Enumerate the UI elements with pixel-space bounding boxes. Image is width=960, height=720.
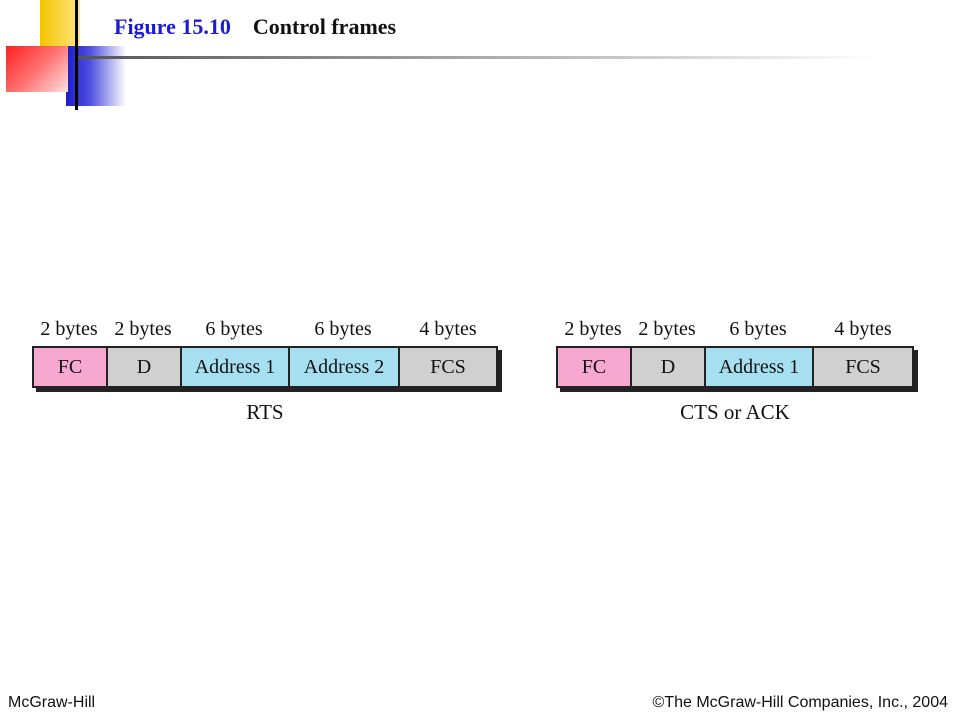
- figure-title: Control frames: [252, 14, 397, 39]
- fcs-field: FCS: [400, 348, 496, 386]
- byte-size-label: 2 bytes: [564, 318, 622, 340]
- byte-size-label: 4 bytes: [419, 318, 477, 340]
- byte-size-label: 2 bytes: [638, 318, 696, 340]
- decor-yellow-square: [40, 0, 80, 48]
- fcs-field: FCS: [814, 348, 912, 386]
- fc-field: FC: [34, 348, 108, 386]
- footer-publisher: McGraw-Hill: [8, 694, 96, 711]
- address-1-field: Address 1: [182, 348, 290, 386]
- address-2-field: Address 2: [290, 348, 400, 386]
- fc-field: FC: [558, 348, 632, 386]
- byte-size-label: 6 bytes: [314, 318, 372, 340]
- footer-copyright: ©The McGraw-Hill Companies, Inc., 2004: [652, 694, 948, 711]
- byte-size-label: 2 bytes: [114, 318, 172, 340]
- frame-name-cts-or-ack: CTS or ACK: [680, 400, 790, 424]
- decor-vertical-line: [75, 0, 78, 110]
- address-1-field: Address 1: [706, 348, 814, 386]
- rts-field-row: FC D Address 1 Address 2 FCS: [32, 346, 498, 388]
- page-title: Figure 15.10 Control frames: [114, 14, 396, 40]
- byte-size-label: 4 bytes: [834, 318, 892, 340]
- rts-frame-diagram: 2 bytes 2 bytes 6 bytes 6 bytes 4 bytes …: [32, 318, 504, 430]
- decor-red-square: [6, 46, 68, 92]
- frame-name-rts: RTS: [246, 400, 284, 424]
- byte-size-label: 6 bytes: [729, 318, 787, 340]
- cts-ack-field-row: FC D Address 1 FCS: [556, 346, 914, 388]
- duration-field: D: [632, 348, 706, 386]
- byte-size-label: 6 bytes: [205, 318, 263, 340]
- cts-ack-frame-diagram: 2 bytes 2 bytes 6 bytes 4 bytes FC D Add…: [556, 318, 920, 430]
- figure-number: Figure 15.10: [114, 14, 231, 39]
- decor-horizontal-line: [78, 56, 878, 59]
- byte-size-label: 2 bytes: [40, 318, 98, 340]
- duration-field: D: [108, 348, 182, 386]
